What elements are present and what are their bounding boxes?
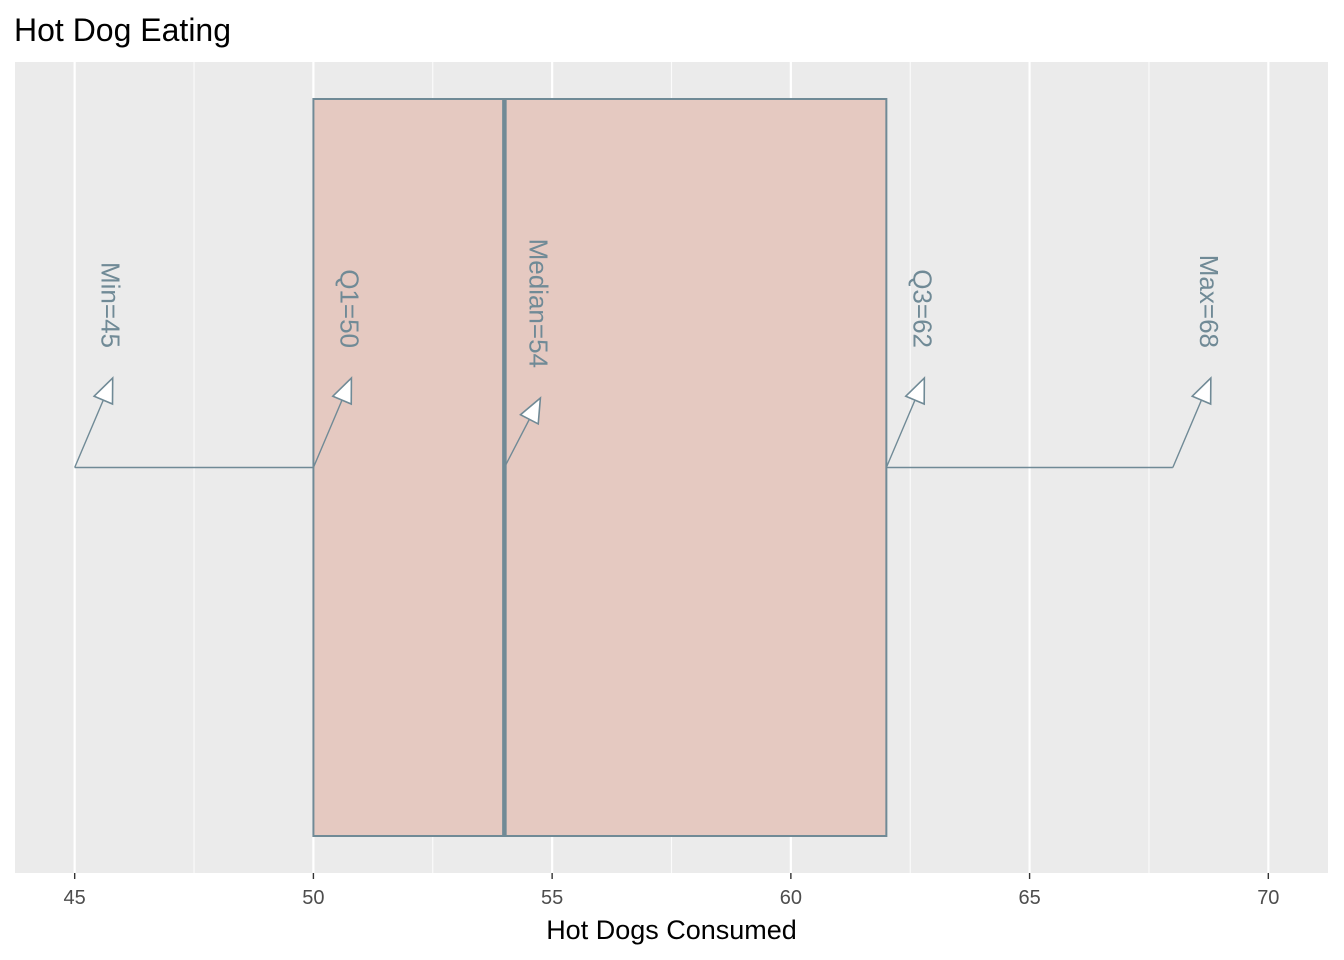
annotation-label: Q3=62 bbox=[907, 269, 937, 348]
annotation-label: Median=54 bbox=[523, 239, 553, 368]
interquartile-box bbox=[312, 98, 888, 837]
annotations: Min=45 Q1=50 Median=54 Q3=62 Max=68 bbox=[74, 239, 1224, 468]
x-tick-label: 60 bbox=[780, 887, 802, 909]
x-tick-label: 45 bbox=[64, 887, 86, 909]
annotation-median: Median=54 bbox=[503, 239, 553, 468]
annotation-label: Min=45 bbox=[96, 262, 126, 348]
x-tick-label: 70 bbox=[1257, 887, 1279, 909]
annotation-max: Max=68 bbox=[1172, 255, 1224, 468]
annotation-arrow-head-icon bbox=[331, 376, 353, 406]
x-axis-ticks: 45 50 55 60 65 70 bbox=[64, 873, 1279, 909]
x-tick-label: 65 bbox=[1018, 887, 1040, 909]
annotation-label: Max=68 bbox=[1194, 255, 1224, 348]
annotation-q3: Q3=62 bbox=[885, 269, 937, 468]
annotation-arrow-head-icon bbox=[519, 396, 542, 426]
annotation-arrow-head-icon bbox=[904, 376, 926, 406]
x-axis-title: Hot Dogs Consumed bbox=[546, 915, 797, 945]
annotation-arrow-head-icon bbox=[1190, 376, 1212, 406]
annotation-min: Min=45 bbox=[74, 262, 126, 468]
x-tick-label: 50 bbox=[302, 887, 324, 909]
x-tick-label: 55 bbox=[541, 887, 563, 909]
annotation-label: Q1=50 bbox=[334, 269, 364, 348]
annotation-q1: Q1=50 bbox=[312, 269, 364, 468]
annotation-arrow-head-icon bbox=[92, 376, 114, 406]
box-plot bbox=[74, 98, 1173, 837]
chart-title: Hot Dog Eating bbox=[14, 12, 231, 48]
